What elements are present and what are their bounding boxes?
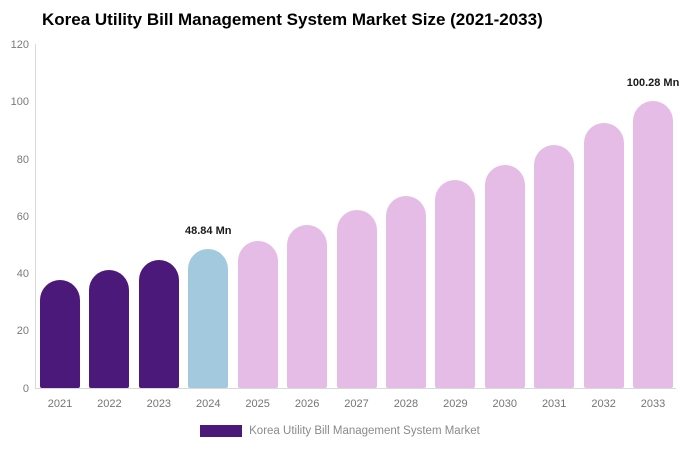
y-tick-label: 80 [16, 153, 29, 166]
bar-2030 [484, 164, 525, 389]
x-tick-label: 2030 [492, 398, 517, 410]
bar-2025 [237, 240, 278, 389]
x-tick-label: 2021 [47, 398, 73, 410]
x-tick-label: 2033 [640, 398, 666, 410]
y-axis-line [35, 44, 36, 389]
x-tick-label: 2029 [443, 398, 468, 410]
chart-title: Korea Utility Bill Management System Mar… [42, 10, 543, 29]
bar-2033 [633, 101, 674, 389]
bar-2024 [188, 248, 229, 389]
legend-label: Korea Utility Bill Management System Mar… [249, 425, 480, 437]
x-tick-label: 2022 [97, 398, 122, 410]
x-tick-label: 2032 [591, 398, 616, 410]
bar-2029 [435, 180, 476, 389]
bar-2022 [89, 270, 130, 389]
bar-2021 [40, 280, 80, 389]
x-tick-label: 2031 [541, 398, 567, 410]
y-tick-label: 100 [10, 96, 29, 109]
bar-2032 [583, 123, 624, 389]
y-tick-label: 120 [10, 39, 29, 51]
y-tick-label: 60 [16, 210, 29, 223]
x-axis-line [35, 388, 676, 389]
bar-value-label: 48.84 Mn [185, 224, 232, 237]
x-tick-label: 2027 [344, 398, 369, 410]
y-tick-label: 40 [16, 268, 29, 280]
bar-2028 [385, 196, 426, 389]
y-tick-label: 20 [16, 325, 29, 338]
x-tick-label: 2023 [146, 398, 172, 410]
bar-2026 [287, 225, 328, 389]
bar-2031 [534, 144, 575, 389]
bar-2023 [138, 259, 179, 389]
y-tick-label: 0 [22, 382, 29, 395]
legend: Korea Utility Bill Management System Mar… [0, 425, 680, 437]
bar-value-label: 100.28 Mn [626, 77, 680, 90]
bar-2027 [336, 210, 377, 389]
x-tick-label: 2026 [294, 398, 320, 410]
x-tick-label: 2024 [196, 398, 221, 410]
legend-swatch [200, 425, 243, 437]
x-tick-label: 2025 [245, 398, 270, 410]
x-tick-label: 2028 [393, 398, 419, 410]
